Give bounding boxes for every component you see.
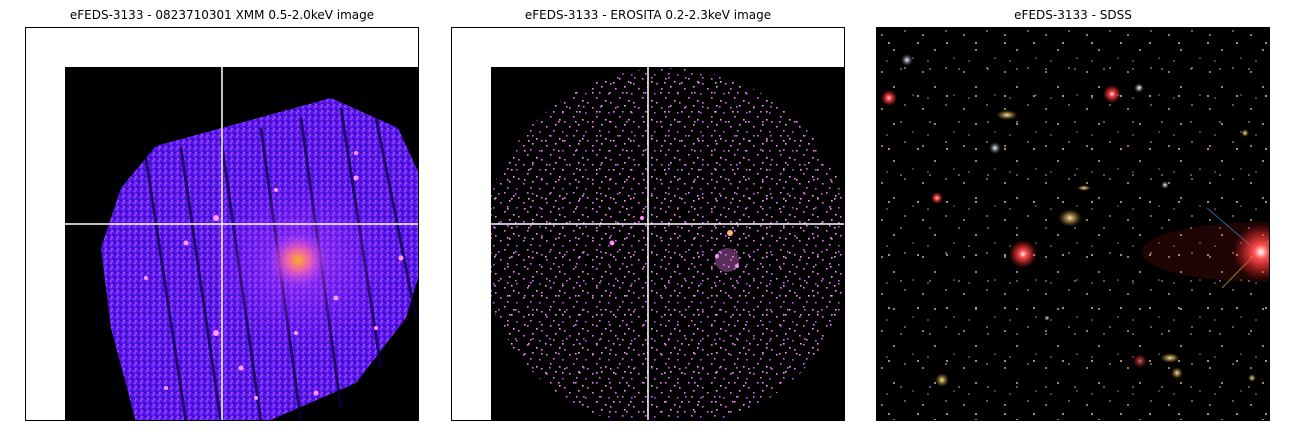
xmm-image-frame	[25, 27, 419, 421]
panel-title-xmm: eFEDS-3133 - 0823710301 XMM 0.5-2.0keV i…	[69, 8, 375, 22]
panel-title-erosita: eFEDS-3133 - EROSITA 0.2-2.3keV image	[524, 8, 772, 22]
sdss-image-frame	[876, 27, 1270, 421]
xmm-image	[65, 67, 418, 420]
panel-title-sdss: eFEDS-3133 - SDSS	[1014, 8, 1132, 22]
sdss-image	[877, 28, 1269, 420]
erosita-event-field	[491, 68, 844, 420]
erosita-image	[491, 67, 844, 420]
erosita-image-frame	[451, 27, 845, 421]
